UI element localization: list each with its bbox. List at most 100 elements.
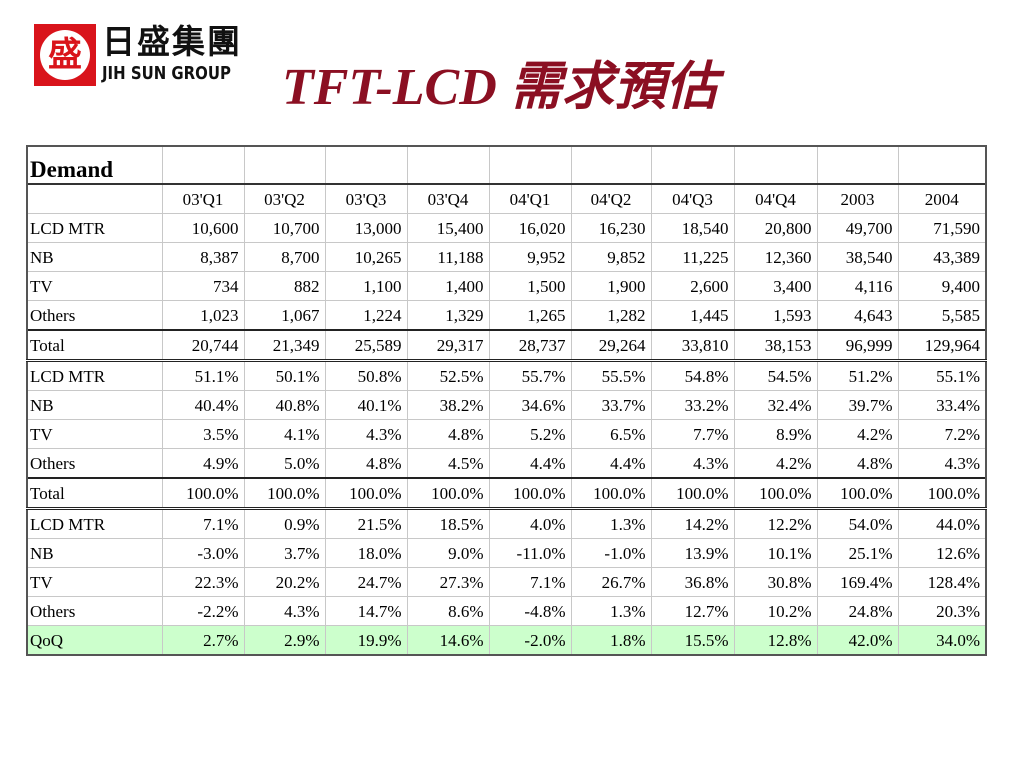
value-cell: 34.0% (897, 625, 987, 656)
value-cell: 22.3% (161, 567, 245, 597)
value-cell: 25,589 (324, 329, 408, 361)
units-row: LCD MTR 10,600 10,700 13,000 15,400 16,020 16,… (26, 213, 987, 243)
value-cell: -2.2% (161, 596, 245, 626)
value-cell: 100.0% (243, 477, 326, 509)
value-cell: 40.8% (243, 390, 326, 420)
value-cell: 29,264 (570, 329, 652, 361)
value-cell: 9.0% (406, 538, 490, 568)
value-cell: 55.7% (488, 359, 572, 391)
value-cell: 11,188 (406, 242, 490, 272)
value-cell: 7.1% (488, 567, 572, 597)
value-cell: 33.7% (570, 390, 652, 420)
blank-cell (324, 145, 408, 185)
row-label: Total (26, 329, 163, 361)
value-cell: 14.7% (324, 596, 408, 626)
value-cell: 13.9% (650, 538, 735, 568)
share-row: Others 4.9% 5.0% 4.8% 4.5% 4.4% 4.4% 4.3% 4.2% 4.… (26, 448, 987, 479)
value-cell: 9,952 (488, 242, 572, 272)
value-cell: 0.9% (243, 507, 326, 539)
value-cell: 4.4% (570, 448, 652, 479)
growth-row: LCD MTR 7.1% 0.9% 21.5% 18.5% 4.0% 1.3% 14.2% 12… (26, 507, 987, 539)
value-cell: 15.5% (650, 625, 735, 656)
value-cell: 28,737 (488, 329, 572, 361)
column-header: 03'Q1 (161, 183, 245, 214)
share-row: NB 40.4% 40.8% 40.1% 38.2% 34.6% 33.7% 33.2% 32.… (26, 390, 987, 420)
row-label: TV (26, 419, 163, 449)
logo-english-name: JIH SUN GROUP (102, 63, 231, 84)
logo-chinese-name: 日盛集團 (102, 22, 242, 61)
value-cell: 169.4% (816, 567, 899, 597)
value-cell: 4.2% (733, 448, 818, 479)
share-row: LCD MTR 51.1% 50.1% 50.8% 52.5% 55.7% 55.5% 54.… (26, 359, 987, 391)
value-cell: 51.1% (161, 359, 245, 391)
value-cell: 10.1% (733, 538, 818, 568)
value-cell: 8,700 (243, 242, 326, 272)
value-cell: 4.5% (406, 448, 490, 479)
value-cell: 24.7% (324, 567, 408, 597)
blank-cell (816, 145, 899, 185)
header-blank-cell (26, 183, 163, 214)
units-row: Others 1,023 1,067 1,224 1,329 1,265 1,282 1,44… (26, 300, 987, 331)
value-cell: 1,900 (570, 271, 652, 301)
value-cell: 4.4% (488, 448, 572, 479)
value-cell: 4.9% (161, 448, 245, 479)
value-cell: 4.2% (816, 419, 899, 449)
row-label: LCD MTR (26, 359, 163, 391)
slide-title: TFT-LCD 需求預估 (282, 59, 718, 116)
column-header: 04'Q2 (570, 183, 652, 214)
value-cell: 52.5% (406, 359, 490, 391)
value-cell: 1,400 (406, 271, 490, 301)
value-cell: 1,265 (488, 300, 572, 331)
value-cell: 55.5% (570, 359, 652, 391)
value-cell: 882 (243, 271, 326, 301)
value-cell: -4.8% (488, 596, 572, 626)
value-cell: 36.8% (650, 567, 735, 597)
value-cell: 4.8% (816, 448, 899, 479)
value-cell: 32.4% (733, 390, 818, 420)
blank-cell (488, 145, 572, 185)
value-cell: 5.2% (488, 419, 572, 449)
row-label: Total (26, 477, 163, 509)
value-cell: 3.7% (243, 538, 326, 568)
value-cell: 55.1% (897, 359, 987, 391)
value-cell: 4.3% (324, 419, 408, 449)
value-cell: 10.2% (733, 596, 818, 626)
value-cell: 100.0% (488, 477, 572, 509)
value-cell: 26.7% (570, 567, 652, 597)
value-cell: -1.0% (570, 538, 652, 568)
value-cell: 27.3% (406, 567, 490, 597)
units-row: TV 734 882 1,100 1,400 1,500 1,900 2,600 3,400 4,… (26, 271, 987, 301)
row-label: Others (26, 448, 163, 479)
row-label: NB (26, 390, 163, 420)
value-cell: 33,810 (650, 329, 735, 361)
value-cell: 43,389 (897, 242, 987, 272)
value-cell: 24.8% (816, 596, 899, 626)
value-cell: 4.8% (324, 448, 408, 479)
value-cell: 40.1% (324, 390, 408, 420)
value-cell: 14.2% (650, 507, 735, 539)
value-cell: 1,023 (161, 300, 245, 331)
value-cell: 12.2% (733, 507, 818, 539)
value-cell: 49,700 (816, 213, 899, 243)
value-cell: 100.0% (324, 477, 408, 509)
value-cell: 96,999 (816, 329, 899, 361)
value-cell: 4.3% (897, 448, 987, 479)
value-cell: 50.8% (324, 359, 408, 391)
value-cell: 38,540 (816, 242, 899, 272)
units-row: Total 20,744 21,349 25,589 29,317 28,737 29,26… (26, 329, 987, 361)
value-cell: 100.0% (816, 477, 899, 509)
column-header: 03'Q2 (243, 183, 326, 214)
value-cell: 1,329 (406, 300, 490, 331)
value-cell: 42.0% (816, 625, 899, 656)
value-cell: 100.0% (650, 477, 735, 509)
value-cell: 129,964 (897, 329, 987, 361)
row-label: NB (26, 242, 163, 272)
blank-cell (243, 145, 326, 185)
value-cell: 11,225 (650, 242, 735, 272)
value-cell: 12.8% (733, 625, 818, 656)
column-header-row: 03'Q1 03'Q2 03'Q3 03'Q4 04'Q1 04'Q2 04'Q3 04'Q4… (26, 183, 987, 214)
value-cell: 71,590 (897, 213, 987, 243)
value-cell: 40.4% (161, 390, 245, 420)
value-cell: 19.9% (324, 625, 408, 656)
row-label: TV (26, 271, 163, 301)
